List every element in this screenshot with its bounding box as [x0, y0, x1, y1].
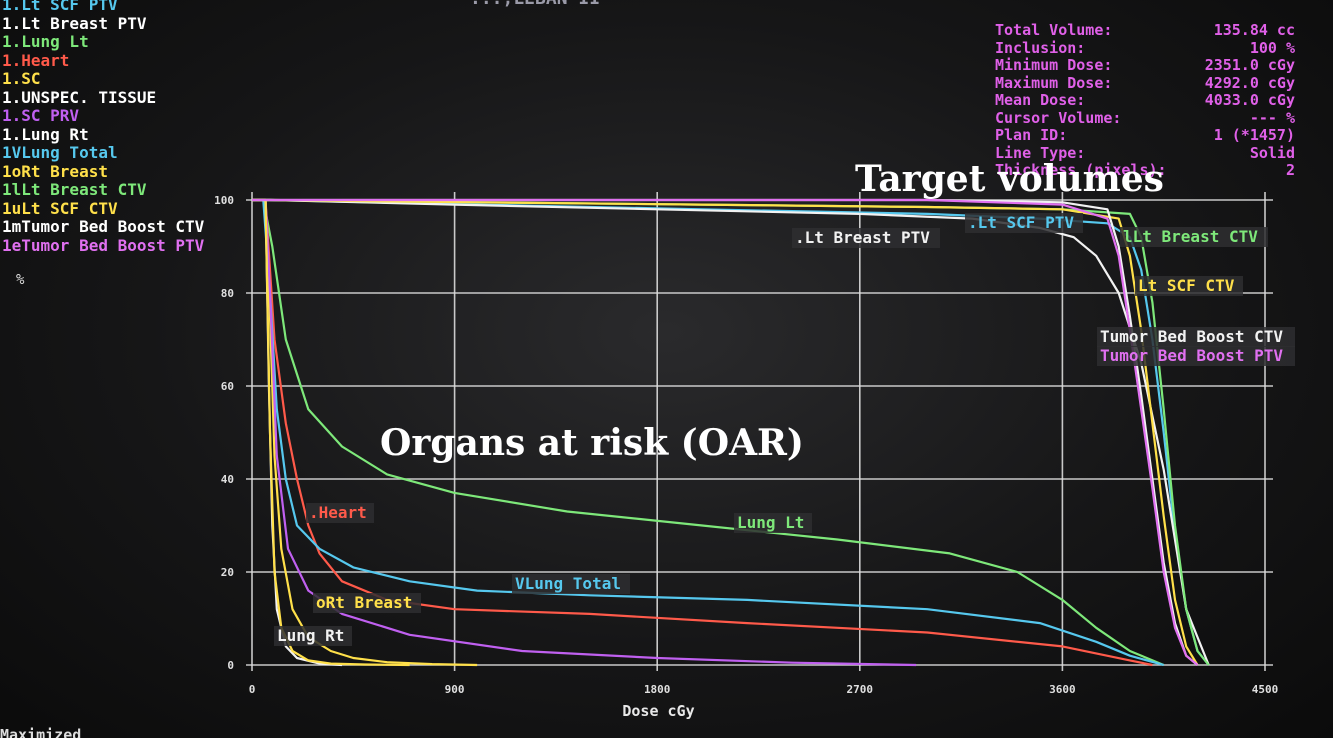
x-tick-label: 2700	[847, 683, 874, 696]
info-value: --- %	[1249, 108, 1295, 127]
info-value: 135.84 cc	[1213, 21, 1295, 39]
info-value: 2351.0 cGy	[1204, 56, 1295, 74]
legend-item[interactable]: 1.Lt SCF PTV	[2, 0, 118, 14]
info-row: Plan ID: 1 (*1457)	[995, 126, 1295, 145]
y-tick-label: 20	[221, 566, 234, 579]
info-key: Plan ID:	[995, 126, 1068, 144]
curve-label: Tumor Bed Boost PTV	[1100, 346, 1283, 365]
info-value: 2	[1285, 161, 1295, 179]
info-key: Cursor Volume:	[995, 108, 1122, 127]
dvh-curve-heart[interactable]	[252, 198, 1153, 667]
curve-label-bg	[1135, 276, 1243, 296]
structure-legend: 1.Lt SCF PTV 1.Lt Breast PTV 1.Lung Lt 1.He…	[2, 0, 204, 255]
info-key: Line Type:	[995, 143, 1086, 162]
curve-label: .Heart	[309, 503, 367, 522]
x-tick-label: 1800	[644, 683, 671, 696]
curve-label: Lung Rt	[277, 626, 344, 645]
dose-info-panel: Total Volume: 135.84 cc Inclusion: 100 % Min…	[995, 21, 1295, 180]
y-tick-label: 40	[221, 473, 234, 486]
legend-item[interactable]: 1.UNSPEC. TISSUE	[2, 87, 157, 107]
curve-label: .Lt Breast PTV	[795, 228, 930, 247]
x-tick-label: 4500	[1252, 683, 1279, 696]
legend-item[interactable]: 1.Lung Lt	[2, 32, 89, 51]
legend-item[interactable]: 1.Lung Rt	[2, 124, 89, 144]
y-tick-label: 80	[221, 287, 234, 300]
curve-label-bg	[1120, 227, 1268, 247]
info-key: Thickness (pixels):	[995, 161, 1167, 179]
info-key: Maximum Dose:	[995, 73, 1113, 92]
curve-label: oRt Breast	[316, 593, 412, 612]
info-row: Thickness (pixels): 2	[995, 161, 1295, 180]
legend-item[interactable]: 1uLt SCF CTV	[2, 198, 118, 218]
curve-label-bg	[965, 213, 1083, 233]
legend-item[interactable]: 1oRt Breast	[2, 161, 108, 181]
info-row: Maximum Dose: 4292.0 cGy	[995, 73, 1295, 93]
y-tick-label: 0	[227, 659, 234, 672]
curve-label: lLt Breast CTV	[1123, 227, 1258, 246]
info-value: Solid	[1249, 143, 1295, 162]
info-key: Inclusion:	[995, 38, 1086, 57]
legend-item[interactable]: 1.Lt Breast PTV	[2, 13, 147, 33]
legend-item[interactable]: 1lLt Breast CTV	[2, 180, 147, 199]
status-text: Maximized	[0, 726, 82, 738]
y-unit-symbol: %	[16, 272, 25, 288]
curve-label-bg	[734, 513, 812, 533]
info-key: Total Volume:	[995, 21, 1113, 39]
info-row: Minimum Dose: 2351.0 cGy	[995, 56, 1295, 75]
info-value: 100 %	[1249, 38, 1295, 57]
curve-label-bg	[306, 503, 374, 523]
header-title: ...,LEBAN II	[470, 0, 600, 9]
info-value: 4292.0 cGy	[1204, 73, 1295, 92]
legend-item[interactable]: 1.SC	[2, 69, 41, 88]
curve-label: .Lt SCF PTV	[968, 213, 1074, 232]
dvh-curve-lung-total[interactable]	[252, 198, 1164, 667]
info-key: Minimum Dose:	[995, 56, 1113, 74]
curve-label: Tumor Bed Boost CTV	[1100, 327, 1283, 346]
curve-label: Lt SCF CTV	[1138, 276, 1235, 295]
dvh-curve-tumor-bed-boost-ptv[interactable]	[252, 198, 1199, 666]
legend-item[interactable]: 1.SC PRV	[2, 106, 80, 125]
info-row: Mean Dose: 4033.0 cGy	[995, 91, 1295, 110]
y-tick-label: 60	[221, 380, 234, 393]
curve-label-bg	[313, 593, 421, 613]
info-value: 1 (*1457)	[1213, 126, 1295, 144]
curve-label-bg	[792, 228, 940, 248]
info-row: Cursor Volume: --- %	[995, 108, 1295, 128]
x-tick-label: 900	[445, 683, 465, 696]
x-tick-label: 3600	[1049, 683, 1076, 696]
curve-label: Lung Lt	[737, 513, 804, 532]
legend-item[interactable]: 1eTumor Bed Boost PTV	[2, 235, 205, 255]
curve-label: VLung Total	[515, 574, 621, 593]
y-tick-label: 100	[214, 194, 234, 207]
curve-label-bg	[1097, 327, 1295, 347]
legend-item[interactable]: 1mTumor Bed Boost CTV	[2, 217, 205, 236]
info-row: Line Type: Solid	[995, 143, 1295, 163]
info-row: Inclusion: 100 %	[995, 38, 1295, 58]
dvh-curve-lung-lt[interactable]	[252, 198, 1165, 667]
info-row: Total Volume: 135.84 cc	[995, 21, 1295, 40]
x-tick-label: 0	[249, 683, 256, 696]
legend-item[interactable]: 1VLung Total	[2, 143, 118, 162]
curve-label-bg	[1097, 346, 1295, 366]
info-value: 4033.0 cGy	[1204, 91, 1295, 109]
info-key: Mean Dose:	[995, 91, 1086, 109]
legend-item[interactable]: 1.Heart	[2, 50, 70, 70]
curve-label-bg	[512, 574, 630, 594]
x-axis-label: Dose cGy	[622, 702, 694, 720]
oar-annotation: Organs at risk (OAR)	[380, 422, 804, 464]
target-volumes-annotation: Target volumes	[855, 158, 1164, 200]
curve-label-bg	[274, 626, 352, 646]
